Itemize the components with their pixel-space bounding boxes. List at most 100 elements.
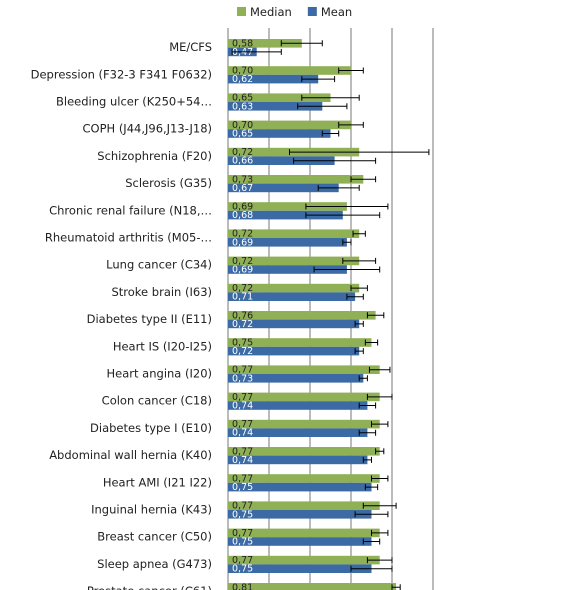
bar [228,447,380,456]
error-bar [375,448,385,455]
value-label: 0,77 [232,419,253,430]
value-label: 0,70 [232,120,253,131]
bar [228,374,364,383]
error-bar [358,429,377,436]
error-bar [358,375,368,382]
bar [228,265,347,274]
bar [228,482,372,492]
error-bar [342,239,352,246]
error-bar [391,584,401,590]
bar [228,229,360,238]
category-label: Diabetes type II (E11) [87,312,212,326]
error-bar [368,366,391,373]
value-label: 0,73 [232,373,253,384]
value-label: 0,77 [232,501,253,512]
error-bar [338,67,364,74]
legend-label: Mean [321,5,352,19]
value-label: 0,72 [232,283,253,294]
value-label: 0,72 [232,346,253,357]
category-label: Diabetes type I (E10) [90,421,212,435]
value-label: 0,77 [232,528,253,539]
bar [228,66,351,75]
bar [228,401,368,410]
error-bar [305,212,381,219]
error-bar [317,184,360,191]
error-bar [371,475,389,482]
value-label: 0,75 [232,537,253,548]
bar [228,564,372,573]
error-bar [364,339,379,346]
error-bar [350,565,393,572]
legend-label: Median [250,5,292,19]
error-bar [354,320,364,327]
value-label: 0,67 [232,183,253,194]
error-bar [362,538,381,545]
bar [228,338,372,347]
category-label: COPH (J44,J96,J13-J18) [83,122,213,136]
error-bar [301,76,336,83]
value-label: 0,81 [232,582,253,590]
category-label: Depression (F32-3 F341 F0632) [31,67,212,81]
error-bar [289,149,430,156]
bar [228,501,380,510]
error-bar [338,121,364,128]
value-label: 0,75 [232,338,253,349]
bar [228,428,368,437]
value-label: 0,77 [232,555,253,566]
category-label: Bleeding ulcer (K250+54… [56,95,212,109]
bar [228,238,347,247]
error-bar [358,402,377,409]
bar [228,455,368,465]
legend-swatch [307,7,317,16]
bar [228,528,380,538]
value-label: 0,74 [232,455,253,466]
value-label: 0,66 [232,156,253,167]
error-bar [280,40,323,47]
category-label: Colon cancer (C18) [102,394,212,408]
category-label: Stroke brain (I63) [111,285,212,299]
error-bar [313,266,381,273]
error-bar [342,257,377,264]
value-label: 0,74 [232,428,253,439]
error-bar [366,393,393,400]
error-bar [371,421,389,428]
value-label: 0,76 [232,310,253,321]
error-bar [350,176,377,183]
bar [228,39,302,48]
error-bar [366,557,393,564]
value-label: 0,69 [232,237,253,248]
value-label: 0,77 [232,365,253,376]
value-label: 0,71 [232,292,253,303]
value-label: 0,65 [232,93,253,104]
category-label: Prostate cancer (C61) [87,584,212,590]
bar [228,510,372,519]
bar [228,256,360,266]
error-bar [354,348,364,355]
bar [228,156,335,165]
value-label: 0,70 [232,66,253,77]
bar [228,93,331,102]
value-label: 0,73 [232,174,253,185]
error-bar [293,157,377,164]
value-label: 0,75 [232,509,253,520]
category-label: Abdominal wall hernia (K40) [49,448,212,462]
error-bar [297,103,348,110]
bar [228,537,372,546]
error-bar [346,293,364,300]
bar [228,74,319,84]
error-bar [362,502,397,509]
bar [228,175,364,184]
error-bar [350,285,368,292]
bar [228,319,360,329]
category-label: Chronic renal failure (N18,… [49,203,212,217]
bar [228,555,380,565]
category-label: Heart angina (I20) [107,367,212,381]
category-label: Sleep apnea (G473) [97,557,212,571]
value-label: 0,77 [232,446,253,457]
value-label: 0,72 [232,256,253,267]
error-bar [362,456,372,463]
bar [228,392,380,402]
bar [228,311,376,320]
category-label: Heart IS (I20-I25) [113,339,212,353]
